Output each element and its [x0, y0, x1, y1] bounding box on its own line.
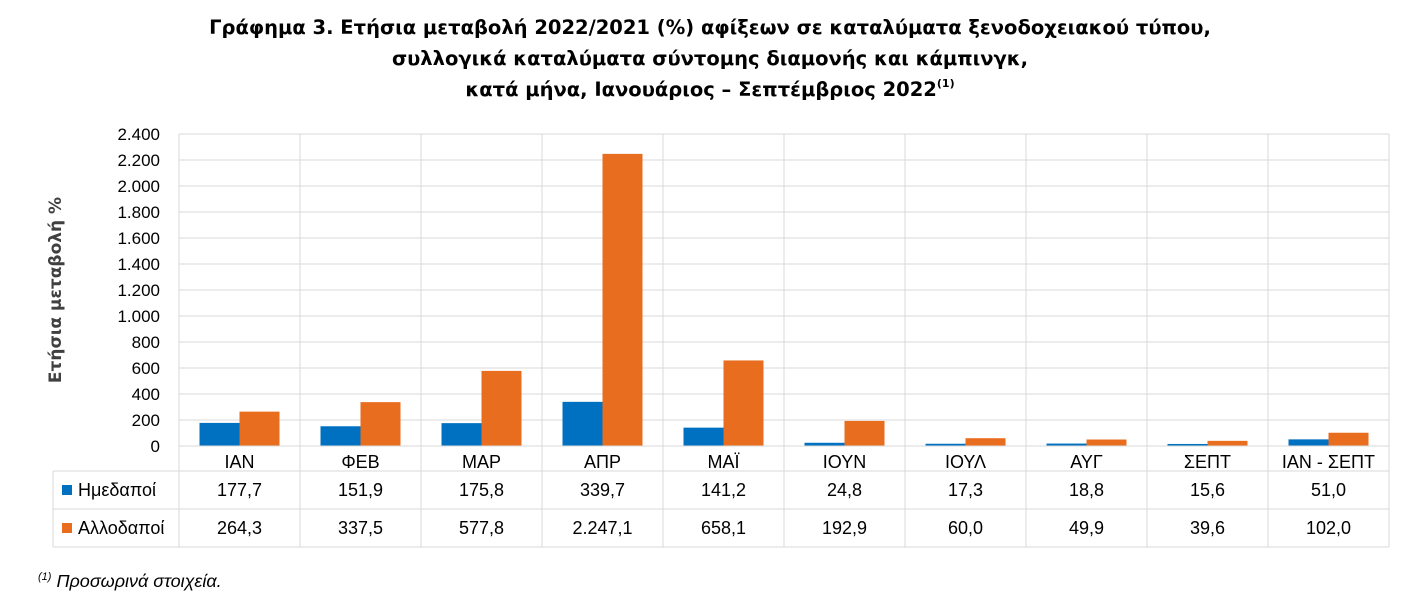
- y-axis-label: Ετήσια μεταβολή %: [46, 197, 66, 383]
- data-label: 658,1: [701, 518, 746, 538]
- y-tick-label: 1.800: [117, 203, 160, 222]
- y-tick-label: 200: [132, 411, 160, 430]
- title-line-2: συλλογικά καταλύματα σύντομης διαμονής κ…: [391, 47, 1029, 70]
- legend-key: [62, 485, 72, 495]
- data-label: 151,9: [338, 480, 383, 500]
- title-line-3-text: κατά μήνα, Ιανουάριος – Σεπτέμβριος 2022: [465, 78, 937, 101]
- bar-imedapoi: [925, 443, 966, 446]
- legend-key: [62, 523, 72, 533]
- y-tick-label: 2.000: [117, 177, 160, 196]
- y-tick-label: 1.600: [117, 229, 160, 248]
- bar-allodapoi: [1086, 439, 1127, 446]
- bar-allodapoi: [239, 411, 280, 446]
- y-tick-label: 2.400: [117, 125, 160, 144]
- y-tick-label: 2.200: [117, 151, 160, 170]
- footnote: (1) Προσωρινά στοιχεία.: [38, 571, 222, 592]
- category-label: ΙΟΥΝ: [823, 452, 866, 472]
- bar-imedapoi: [199, 422, 240, 446]
- bar-imedapoi: [1288, 439, 1329, 446]
- data-label: 102,0: [1306, 518, 1351, 538]
- bar-allodapoi: [602, 153, 643, 446]
- data-label: 141,2: [701, 480, 746, 500]
- data-label: 192,9: [822, 518, 867, 538]
- series-name: Αλλοδαποί: [78, 518, 164, 538]
- data-label: 337,5: [338, 518, 383, 538]
- series-name: Ημεδαποί: [78, 480, 156, 500]
- category-label: ΦΕΒ: [341, 452, 379, 472]
- bar-allodapoi: [1207, 440, 1248, 446]
- data-label: 51,0: [1311, 480, 1346, 500]
- category-label: ΙΟΥΛ: [945, 452, 986, 472]
- bar-chart: 0 200 400 600 800 1.000 1.200 1.400 1.600 1.800 2.…: [46, 125, 1390, 548]
- bars: [199, 153, 1369, 446]
- bar-imedapoi: [1046, 443, 1087, 446]
- data-label: 2.247,1: [572, 518, 632, 538]
- data-label: 177,7: [217, 480, 262, 500]
- y-tick-labels: 0 200 400 600 800 1.000 1.200 1.400 1.600 1.800 2.…: [117, 125, 160, 456]
- category-label: ΜΑΪ: [707, 452, 739, 472]
- data-table: ΙΑΝ ΦΕΒ ΜΑΡ ΑΠΡ ΜΑΪ ΙΟΥΝ ΙΟΥΛ ΑΥΓ ΣΕΠΤ ΙΑΝ - ΣΕΠΤ…: [52, 445, 1389, 548]
- category-label: ΙΑΝ - ΣΕΠΤ: [1282, 452, 1375, 472]
- data-label: 15,6: [1190, 480, 1225, 500]
- chart-title: Γράφημα 3. Ετήσια μεταβολή 2022/2021 (%)…: [0, 12, 1420, 105]
- gridlines: [178, 133, 1390, 547]
- category-label: ΑΠΡ: [584, 452, 621, 472]
- bar-imedapoi: [683, 427, 724, 446]
- category-label: ΜΑΡ: [462, 452, 501, 472]
- data-label: 339,7: [580, 480, 625, 500]
- bar-imedapoi: [562, 401, 603, 446]
- data-label: 39,6: [1190, 518, 1225, 538]
- y-tick-label: 0: [151, 437, 160, 456]
- data-label: 175,8: [459, 480, 504, 500]
- data-label: 49,9: [1069, 518, 1104, 538]
- bar-imedapoi: [804, 442, 845, 446]
- data-label: 24,8: [827, 480, 862, 500]
- data-label: 60,0: [948, 518, 983, 538]
- y-tick-label: 1.000: [117, 307, 160, 326]
- y-tick-label: 1.400: [117, 255, 160, 274]
- y-tick-label: 800: [132, 333, 160, 352]
- y-tick-label: 400: [132, 385, 160, 404]
- footnote-ref: (1): [38, 571, 52, 583]
- y-tick-label: 600: [132, 359, 160, 378]
- title-note-ref: (1): [936, 77, 955, 90]
- title-line-3: κατά μήνα, Ιανουάριος – Σεπτέμβριος 2022…: [0, 74, 1420, 105]
- footnote-text: Προσωρινά στοιχεία.: [51, 571, 222, 591]
- y-tick-label: 1.200: [117, 281, 160, 300]
- data-label: 577,8: [459, 518, 504, 538]
- category-label: ΑΥΓ: [1070, 452, 1103, 472]
- bar-allodapoi: [844, 420, 885, 446]
- bar-imedapoi: [320, 426, 361, 446]
- category-label: ΣΕΠΤ: [1184, 452, 1231, 472]
- data-label: 264,3: [217, 518, 262, 538]
- data-label: 17,3: [948, 480, 983, 500]
- bar-allodapoi: [1328, 432, 1369, 446]
- bar-allodapoi: [360, 402, 401, 446]
- bar-allodapoi: [723, 360, 764, 446]
- bar-imedapoi: [1167, 443, 1208, 446]
- bar-allodapoi: [481, 370, 522, 446]
- category-label: ΙΑΝ: [224, 452, 254, 472]
- bar-allodapoi: [965, 438, 1006, 446]
- title-line-1: Γράφημα 3. Ετήσια μεταβολή 2022/2021 (%)…: [209, 16, 1211, 39]
- data-label: 18,8: [1069, 480, 1104, 500]
- bar-imedapoi: [441, 423, 482, 446]
